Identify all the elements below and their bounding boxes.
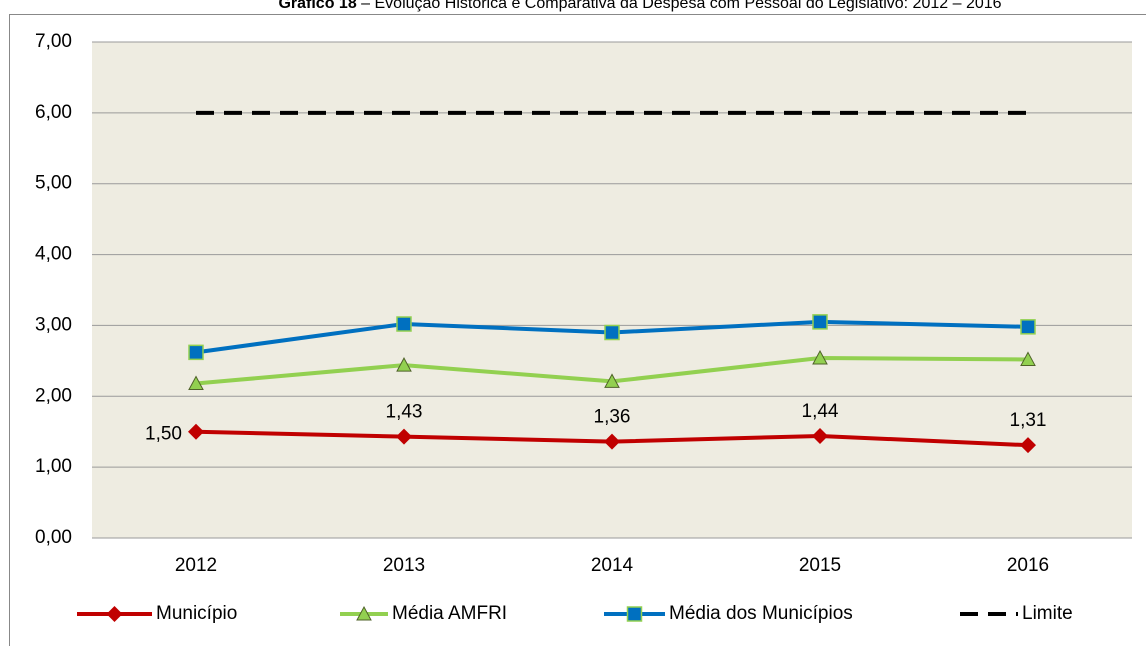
marker — [812, 349, 828, 365]
legend-label: Média AMFRI — [392, 603, 507, 624]
legend-label: Limite — [1022, 603, 1073, 624]
marker — [1020, 319, 1036, 335]
marker — [812, 314, 828, 330]
y-tick-label: 0,00 — [35, 527, 72, 548]
y-tick-label: 3,00 — [35, 314, 72, 335]
marker — [626, 606, 643, 622]
chart-frame — [9, 14, 1146, 646]
marker — [188, 344, 204, 361]
marker — [1020, 351, 1036, 366]
legend-label: Média dos Municípios — [669, 603, 853, 624]
data-label: 1,44 — [802, 401, 839, 422]
marker — [188, 423, 204, 440]
y-tick-label: 2,00 — [35, 385, 72, 406]
data-label: 1,43 — [386, 402, 423, 423]
marker — [396, 357, 412, 372]
marker — [604, 433, 620, 450]
marker — [1020, 437, 1036, 454]
marker — [188, 375, 204, 391]
y-tick-label: 1,00 — [35, 456, 72, 477]
marker — [106, 606, 123, 622]
x-tick-label: 2014 — [591, 555, 634, 576]
plot-area — [92, 42, 1132, 538]
legend-label: Município — [156, 603, 237, 624]
y-tick-label: 6,00 — [35, 102, 72, 123]
title-number: Gráfico 18 — [278, 0, 356, 12]
y-tick-label: 7,00 — [35, 31, 72, 52]
marker — [356, 605, 372, 621]
marker — [604, 373, 620, 388]
marker — [396, 428, 412, 445]
y-tick-label: 4,00 — [35, 244, 72, 265]
x-tick-label: 2016 — [1007, 555, 1049, 576]
chart-title: Gráfico 18 – Evolução Histórica e Compar… — [278, 0, 1001, 12]
data-label: 1,50 — [145, 424, 182, 445]
data-label: 1,36 — [594, 407, 631, 428]
marker — [604, 324, 620, 341]
title-text: – Evolução Histórica e Comparativa da De… — [357, 0, 1002, 12]
data-label: 1,31 — [1010, 410, 1047, 431]
x-tick-label: 2012 — [175, 555, 217, 576]
x-tick-label: 2013 — [383, 555, 425, 576]
x-tick-label: 2015 — [799, 555, 841, 576]
y-tick-label: 5,00 — [35, 173, 72, 194]
marker — [812, 427, 828, 444]
marker — [396, 316, 412, 332]
